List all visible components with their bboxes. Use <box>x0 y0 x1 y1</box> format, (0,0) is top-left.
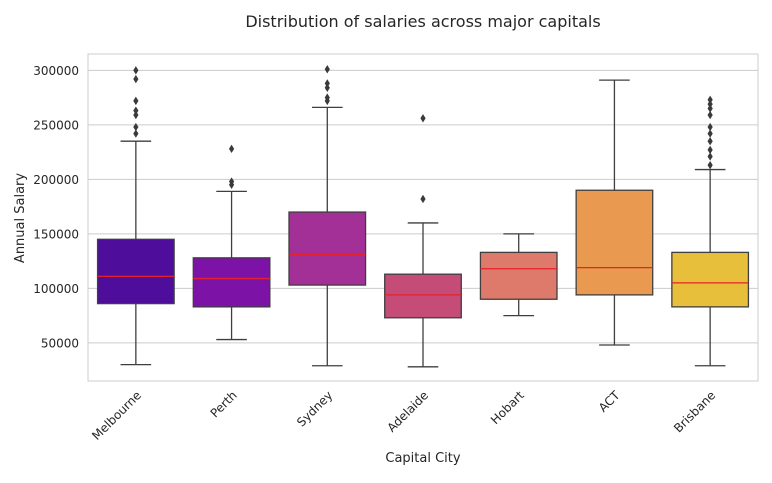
outlier-point <box>228 177 235 186</box>
x-tick-label: Sydney <box>294 388 335 429</box>
box-adelaide <box>384 114 462 368</box>
box-melbourne <box>96 66 175 366</box>
box-hobart <box>479 233 558 317</box>
x-tick-label: ACT <box>596 388 623 415</box>
box-perth <box>192 144 271 341</box>
y-tick-label: 150000 <box>33 227 79 241</box>
x-axis-ticks: Melbourne Perth Sydney Adelaide Hobart ACT Bri… <box>89 388 718 443</box>
outlier-point <box>133 74 139 84</box>
outlier-point <box>707 110 713 120</box>
outlier-point <box>133 122 139 132</box>
outlier-point <box>133 129 139 138</box>
iqr-box <box>671 251 750 308</box>
y-tick-label: 100000 <box>33 282 79 296</box>
outlier-point <box>707 99 713 109</box>
plot-area-frame <box>87 53 759 382</box>
outlier-point <box>707 160 713 170</box>
iqr-box <box>192 257 271 308</box>
y-tick-label: 250000 <box>33 118 79 132</box>
chart-title: Distribution of salaries across major ca… <box>245 12 600 31</box>
outlier-point <box>707 95 713 104</box>
outlier-point <box>324 93 330 102</box>
x-axis-label: Capital City <box>385 451 461 466</box>
box-brisbane <box>671 95 750 367</box>
iqr-box <box>96 238 175 305</box>
outlier-point <box>133 66 139 75</box>
y-tick-label: 50000 <box>41 336 79 350</box>
outlier-point <box>324 79 330 88</box>
outlier-point <box>707 129 713 138</box>
iqr-box <box>384 273 462 319</box>
x-tick-label: Adelaide <box>384 388 431 435</box>
iqr-box <box>479 251 558 300</box>
outlier-point <box>133 106 139 115</box>
x-tick-label: Brisbane <box>671 388 718 435</box>
outlier-point <box>228 144 235 154</box>
x-tick-label: Perth <box>208 388 240 420</box>
outlier-point <box>707 137 713 146</box>
x-tick-label: Hobart <box>488 388 527 427</box>
outlier-point <box>707 122 713 132</box>
box-act <box>575 79 654 346</box>
y-tick-label: 200000 <box>33 173 79 187</box>
y-axis-label: Annual Salary <box>13 173 28 263</box>
x-tick-label: Melbourne <box>89 388 144 443</box>
outlier-point <box>707 104 713 113</box>
outlier-point <box>420 194 426 204</box>
outlier-point <box>324 65 330 74</box>
outlier-point <box>420 114 426 123</box>
iqr-box <box>575 189 654 296</box>
outlier-point <box>707 152 713 161</box>
outlier-point <box>324 83 330 92</box>
y-tick-label: 300000 <box>33 64 79 78</box>
outlier-point <box>133 96 139 106</box>
outlier-point <box>133 110 139 120</box>
y-axis-ticks: 50000 100000 150000 200000 250000 300000 <box>33 64 79 351</box>
box-sydney <box>288 65 367 367</box>
box-series <box>96 65 750 368</box>
outlier-point <box>707 145 713 155</box>
iqr-box <box>288 211 367 286</box>
